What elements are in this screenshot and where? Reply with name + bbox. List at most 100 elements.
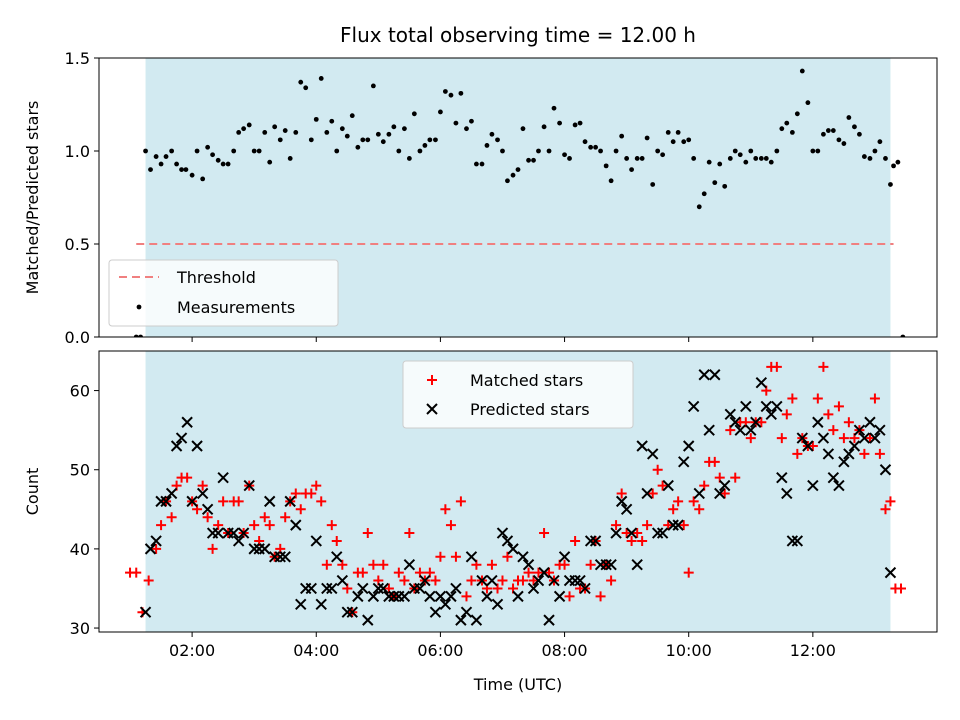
- plus-marker: [709, 456, 720, 467]
- plus-marker: [843, 417, 854, 428]
- x-marker: [646, 448, 659, 460]
- data-point: [133, 334, 139, 337]
- x-marker: [641, 487, 653, 500]
- plus-marker: [182, 472, 193, 483]
- x-marker: [698, 369, 710, 381]
- x-marker: [362, 614, 374, 626]
- x-marker: [538, 566, 550, 579]
- x-marker: [858, 432, 871, 444]
- plus-marker: [280, 512, 291, 523]
- data-point: [402, 126, 407, 132]
- x-marker: [507, 543, 519, 555]
- data-point: [308, 137, 314, 143]
- data-point: [717, 161, 723, 167]
- data-point: [510, 172, 516, 178]
- data-point: [313, 116, 319, 122]
- plus-marker: [151, 543, 162, 554]
- y-tick-label: 30: [70, 619, 90, 638]
- x-marker: [346, 606, 358, 618]
- legend-predicted-label: Predicted stars: [470, 400, 590, 419]
- x-marker: [439, 598, 452, 611]
- data-point: [163, 154, 169, 159]
- x-marker: [248, 543, 260, 555]
- data-point: [727, 156, 733, 161]
- data-point: [329, 118, 335, 124]
- plus-marker: [466, 575, 477, 586]
- data-point: [789, 130, 795, 135]
- plus-marker: [621, 528, 632, 539]
- data-point: [857, 131, 862, 137]
- plus-marker: [486, 559, 497, 570]
- data-point: [380, 139, 386, 145]
- data-point: [210, 152, 215, 158]
- x-marker: [703, 424, 715, 436]
- x-marker: [791, 535, 804, 547]
- x-marker: [879, 464, 892, 476]
- data-point: [526, 157, 531, 163]
- x-marker: [284, 495, 296, 508]
- plus-marker: [771, 361, 782, 372]
- data-point: [344, 133, 350, 139]
- x-marker: [678, 456, 690, 468]
- x-marker: [150, 535, 162, 547]
- x-marker: [750, 416, 762, 428]
- x-marker: [620, 503, 633, 516]
- x-marker: [672, 519, 684, 531]
- plus-marker: [559, 559, 570, 570]
- x-marker: [465, 551, 478, 563]
- plus-marker: [874, 448, 885, 459]
- x-marker: [383, 590, 395, 603]
- plus-marker: [207, 543, 218, 554]
- x-marker: [263, 495, 276, 508]
- x-marker: [522, 559, 535, 571]
- x-marker: [693, 487, 705, 500]
- bottom-panel: 30 40 50 60 02:00 04:00 06:00 08:00 10:00 12:00 Co…: [23, 350, 938, 660]
- plus-marker: [688, 496, 699, 507]
- data-point: [349, 113, 355, 119]
- data-point: [469, 118, 474, 124]
- data-point: [225, 161, 231, 167]
- data-point: [406, 156, 412, 161]
- plus-marker: [362, 528, 373, 539]
- x-marker: [745, 424, 757, 436]
- data-point: [241, 126, 247, 132]
- plus-marker: [719, 488, 730, 499]
- data-point: [763, 156, 769, 161]
- data-point: [458, 90, 464, 96]
- data-point: [675, 130, 681, 135]
- data-point: [334, 148, 340, 154]
- plus-marker: [306, 488, 317, 499]
- y-tick-label: 0.0: [65, 328, 90, 347]
- x-tick-label: 08:00: [542, 641, 588, 660]
- data-point: [815, 148, 821, 154]
- x-marker: [144, 543, 157, 555]
- plus-marker: [202, 512, 213, 523]
- data-point: [169, 148, 175, 154]
- plus-marker: [616, 488, 627, 499]
- x-marker: [656, 527, 669, 539]
- data-point: [784, 120, 790, 126]
- x-marker: [615, 495, 628, 508]
- data-point: [536, 148, 541, 154]
- x-marker: [729, 416, 741, 428]
- data-point: [562, 152, 567, 158]
- x-marker: [424, 590, 436, 603]
- data-point: [706, 159, 712, 165]
- data-point: [593, 144, 598, 150]
- x-marker: [755, 376, 768, 389]
- x-marker: [232, 535, 245, 547]
- plus-marker: [564, 591, 575, 602]
- data-point: [810, 148, 816, 154]
- legend-box: [402, 360, 634, 429]
- data-point: [891, 163, 896, 169]
- x-marker: [388, 590, 400, 603]
- data-point: [608, 178, 614, 184]
- data-point: [722, 183, 728, 189]
- plus-marker: [673, 496, 684, 507]
- x-marker: [636, 440, 648, 452]
- data-point: [567, 156, 572, 161]
- x-marker: [160, 495, 172, 508]
- plus-marker: [197, 480, 208, 491]
- x-marker: [445, 590, 457, 603]
- data-point: [479, 161, 485, 167]
